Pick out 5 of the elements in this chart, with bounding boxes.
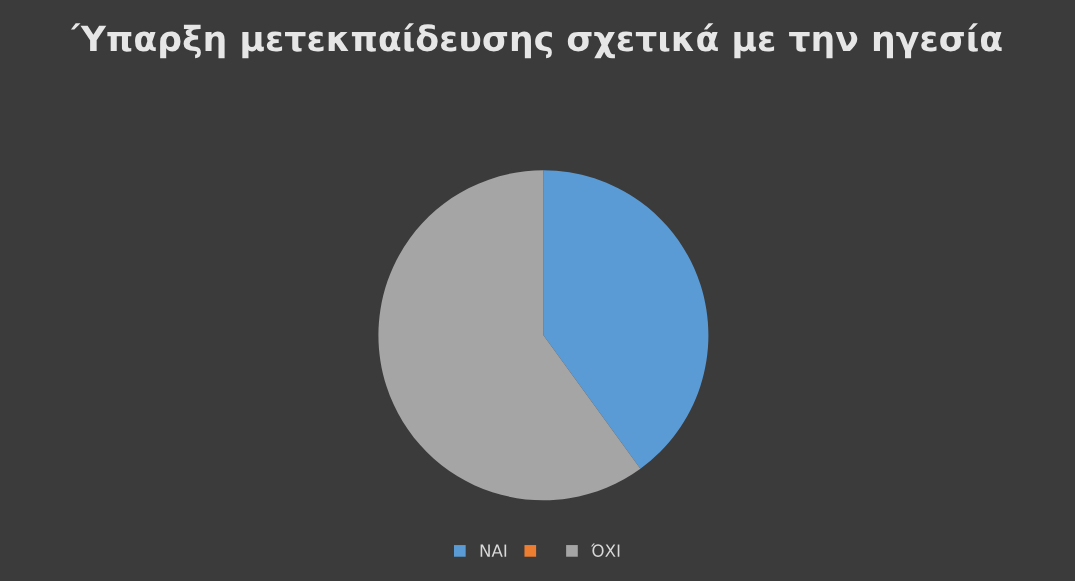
chart-title: Ύπαρξη μετεκπαίδευσης σχετικά με την ηγεσία [70, 23, 1002, 59]
pie-slice [543, 170, 709, 469]
legend-label: ΝΑΙ [480, 544, 507, 557]
pie-slice [378, 170, 641, 501]
legend-label: ΌΧΙ [591, 543, 620, 557]
